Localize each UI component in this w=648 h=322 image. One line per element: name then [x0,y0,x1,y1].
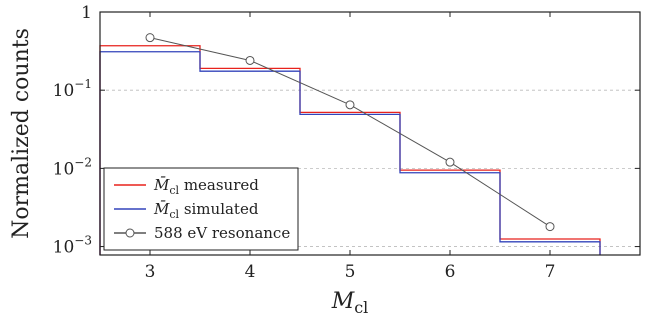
x-tick-label-4: 7 [545,262,556,282]
x-axis-label-base: M [331,289,355,314]
legend: M̄cl measured M̄cl simulated 588 eV resona… [103,167,299,251]
y-tick-label-base-2: 10 [53,159,75,179]
legend-label-1: M̄cl simulated [153,200,259,221]
y-tick-label-3: 10−3 [53,234,92,258]
x-axis-label-sub: cl [354,298,368,317]
y-axis-label: Normalized counts [9,28,34,239]
y-tick-label-base-1: 10 [53,81,75,101]
plot-frame [99,11,641,256]
y-tick-label-base-3: 10 [53,238,75,258]
series-2-point-3 [445,157,455,167]
x-tick-labels: 3 4 5 6 7 [145,262,556,282]
x-tick-label-2: 5 [345,262,356,282]
y-tick-label-0: 1 [81,3,92,23]
series-layer [99,33,601,255]
y-tick-label-2: 10−2 [53,155,92,179]
series-0-step-line [99,45,601,255]
y-tick-label-base-0: 1 [81,3,92,23]
series-2-point-0 [145,33,155,43]
series-2-point-4 [545,222,555,232]
y-tick-label-exp-1: −1 [74,77,92,91]
legend-label-2: 588 eV resonance [154,224,290,242]
series-2-point-1 [245,55,255,65]
x-tick-label-1: 4 [245,262,256,282]
tick-marks [100,11,640,255]
series-1-step-line [99,51,601,255]
y-tick-labels: 110−110−210−3 [53,3,92,258]
x-axis-label: Mcl [331,289,369,317]
series-2-point-2 [345,100,355,110]
y-tick-label-exp-2: −2 [74,155,92,169]
y-tick-label-1: 10−1 [53,77,92,101]
legend-marker-2 [125,228,135,238]
x-tick-label-0: 3 [145,262,156,282]
y-tick-label-exp-3: −3 [74,234,92,248]
legend-label-0: M̄cl measured [153,176,259,197]
x-tick-label-3: 6 [445,262,456,282]
